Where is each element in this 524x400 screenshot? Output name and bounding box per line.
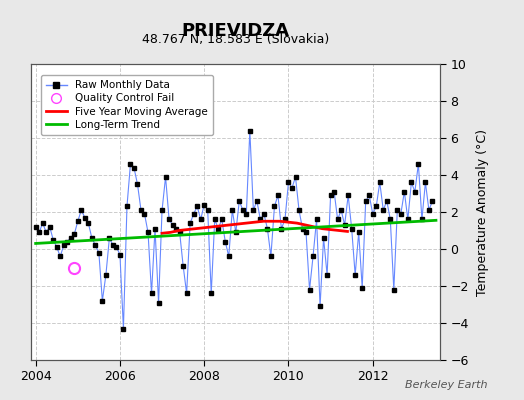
Y-axis label: Temperature Anomaly (°C): Temperature Anomaly (°C) (476, 128, 489, 296)
Legend: Raw Monthly Data, Quality Control Fail, Five Year Moving Average, Long-Term Tren: Raw Monthly Data, Quality Control Fail, … (41, 75, 213, 135)
Text: 48.767 N, 18.583 E (Slovakia): 48.767 N, 18.583 E (Slovakia) (142, 33, 330, 46)
Text: Berkeley Earth: Berkeley Earth (405, 380, 487, 390)
Title: PRIEVIDZA: PRIEVIDZA (182, 22, 290, 40)
